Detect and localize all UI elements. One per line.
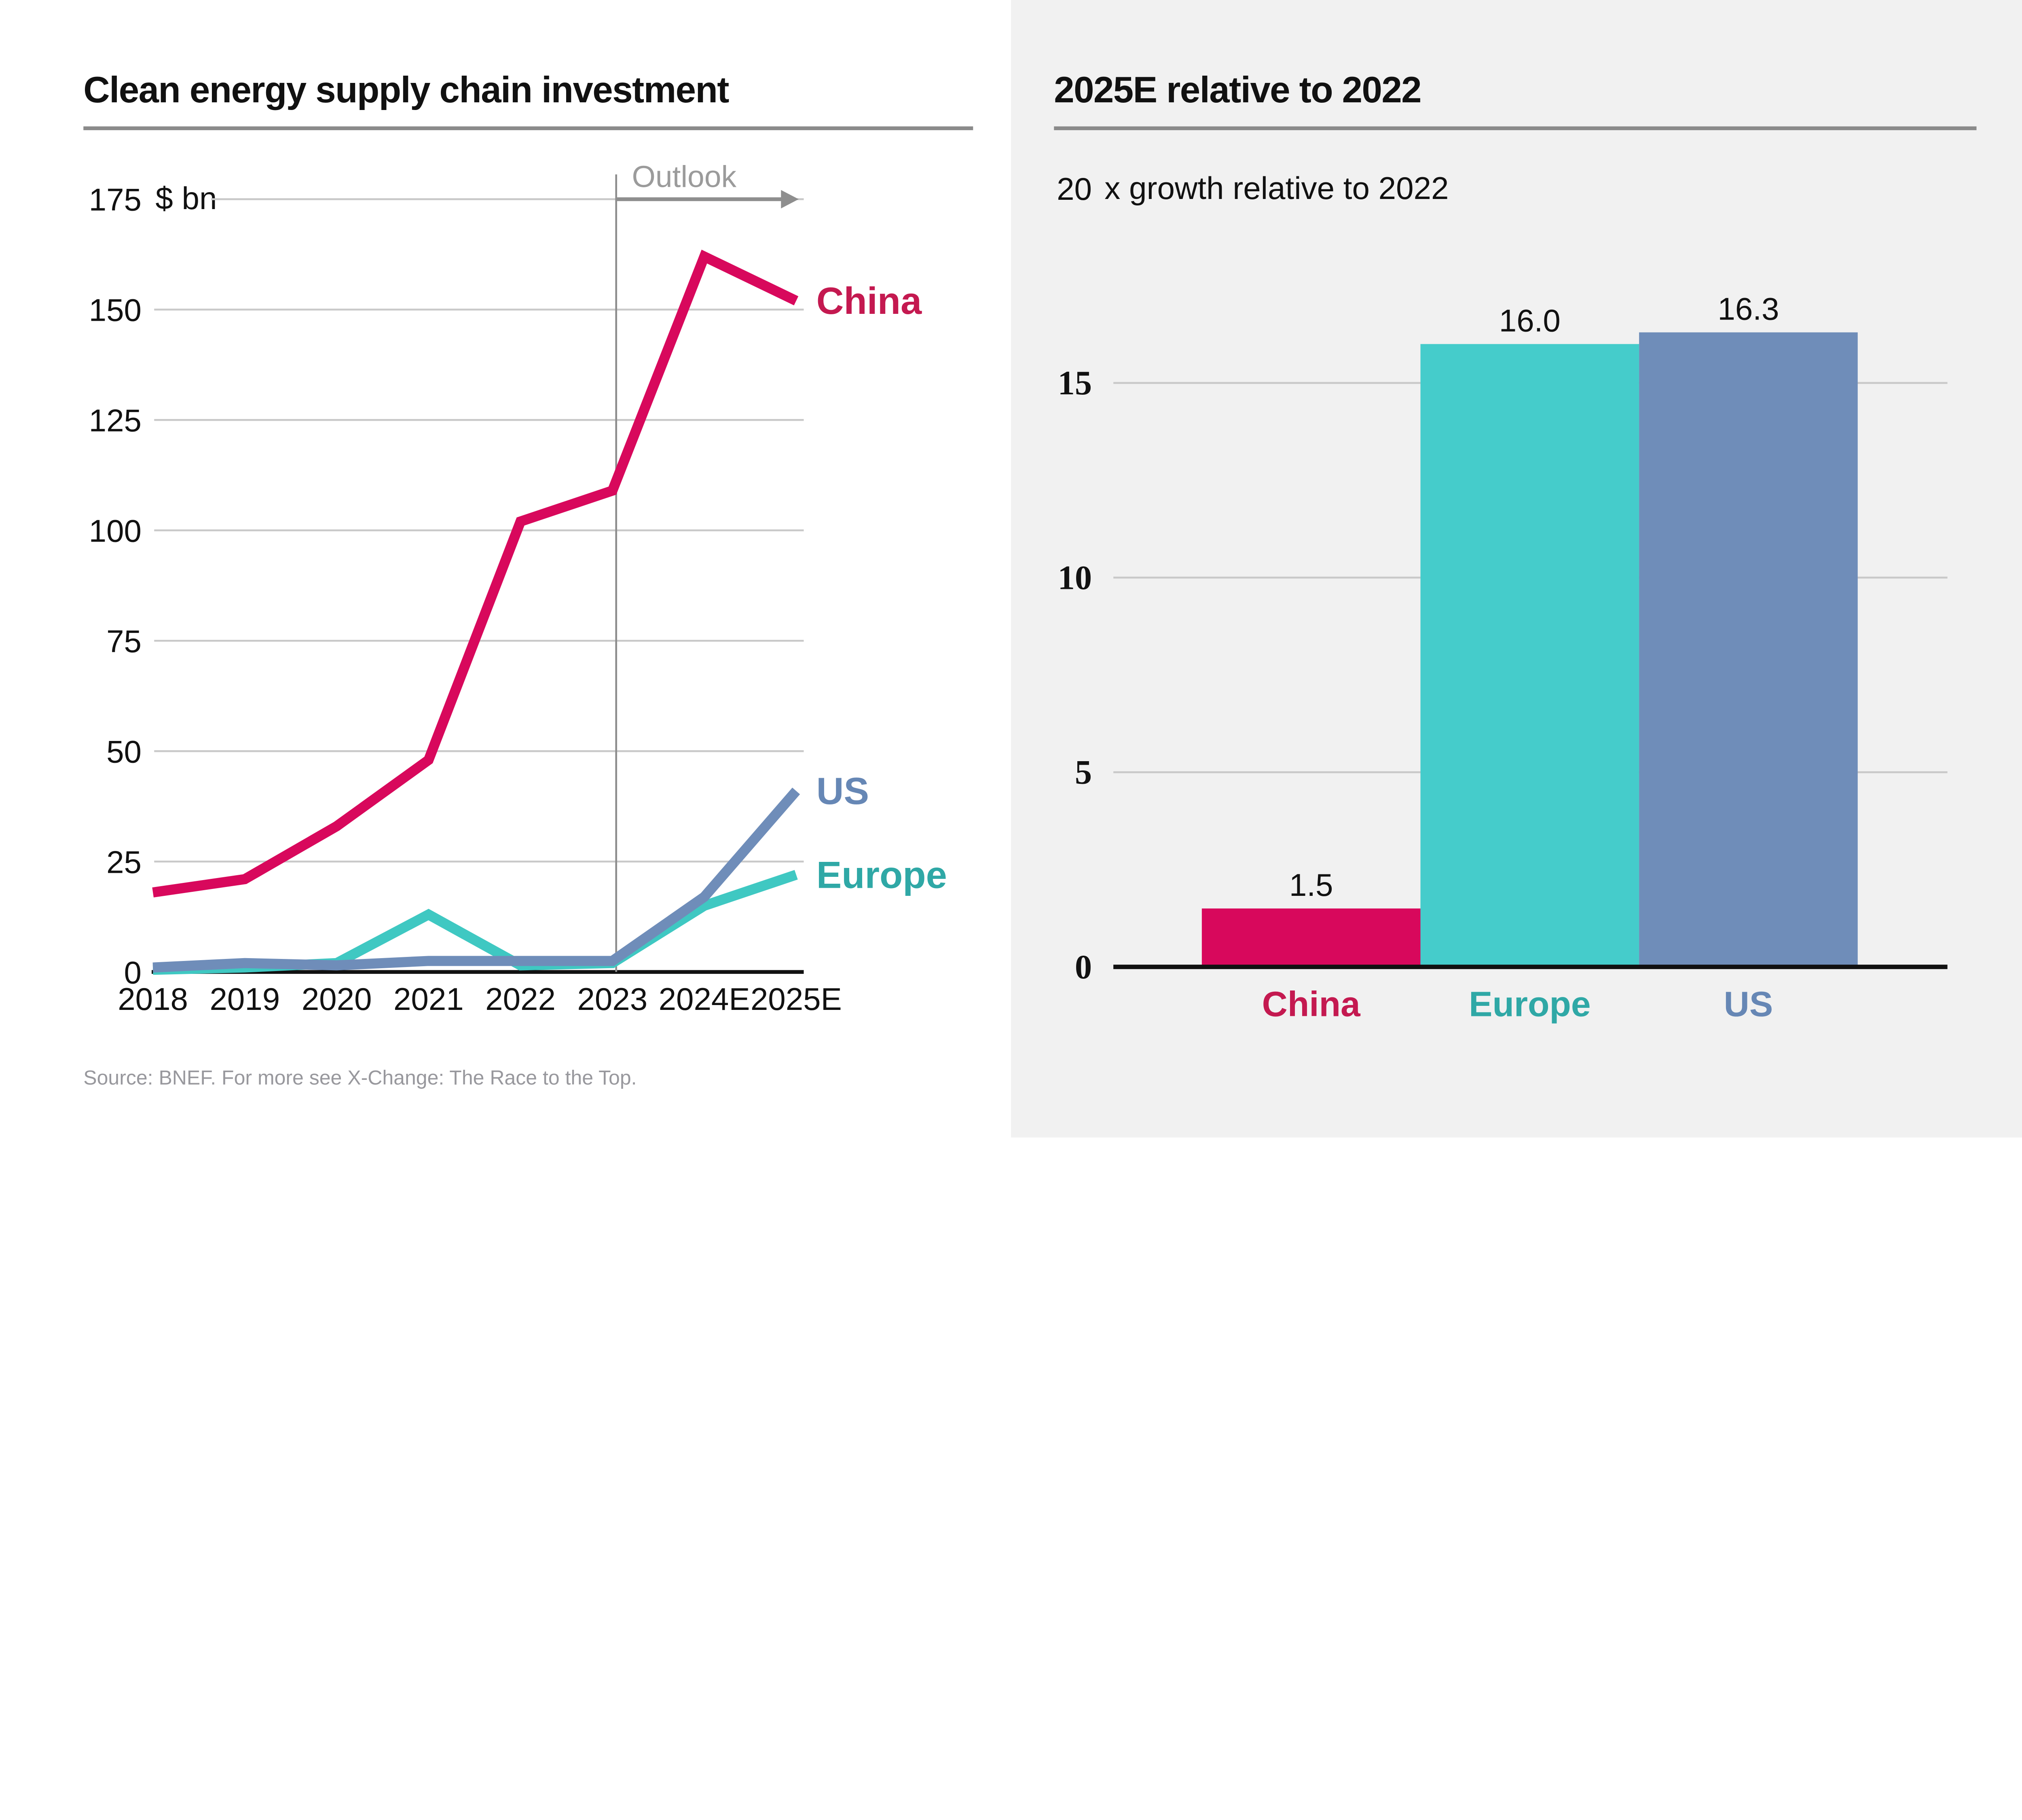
- y-tick-label: 25: [106, 844, 142, 880]
- bar-value-label: 1.5: [1289, 867, 1333, 903]
- category-label: China: [1262, 984, 1361, 1024]
- bar-us: [1639, 332, 1858, 967]
- y-tick-label: 75: [106, 623, 142, 659]
- y-tick-label: 125: [89, 403, 142, 438]
- outlook-label: Outlook: [632, 160, 736, 195]
- source-note: Source: BNEF. For more see X-Change: The…: [83, 1068, 637, 1090]
- right-title-rule: [1054, 126, 1977, 130]
- left-panel: Clean energy supply chain investment $ b…: [0, 0, 1011, 1138]
- left-title-rule: [83, 126, 973, 130]
- left-unit-label: $ bn: [155, 181, 217, 217]
- europe-line: [152, 870, 798, 975]
- x-tick-label: 2023: [577, 981, 647, 1017]
- category-label: Europe: [1469, 984, 1591, 1024]
- line-chart: 0 25 50 75 100 125 150 175 2018 2019 2020 2021 2022 2…: [89, 174, 947, 1017]
- y-tick-label: 0: [1075, 948, 1092, 986]
- bar-europe: [1420, 344, 1639, 967]
- y-tick-label: 100: [89, 513, 142, 548]
- china-line: [152, 250, 799, 897]
- x-tick-label: 2021: [393, 981, 464, 1017]
- x-tick-label: 2019: [209, 981, 280, 1017]
- bar-chart: 0 5 10 15 20 1.5 China 16.0 Europe 16.3 US: [1057, 171, 1948, 1024]
- infographic-canvas: Clean energy supply chain investment $ b…: [0, 0, 2022, 1138]
- y-tick-label: 10: [1058, 559, 1092, 597]
- bar-value-label: 16.3: [1717, 291, 1779, 327]
- x-tick-label: 2018: [118, 981, 188, 1017]
- arrow-right-icon: [781, 190, 799, 209]
- y-tick-label: 175: [89, 182, 142, 218]
- x-tick-label: 2022: [485, 981, 556, 1017]
- category-label: US: [1724, 984, 1773, 1024]
- us-line: [152, 787, 800, 973]
- left-chart-title: Clean energy supply chain investment: [83, 71, 729, 111]
- y-tick-label: 150: [89, 292, 142, 328]
- y-tick-label: 15: [1058, 364, 1092, 402]
- us-series-label: US: [816, 770, 869, 812]
- x-tick-label: 2025E: [751, 981, 842, 1017]
- europe-series-label: Europe: [816, 853, 947, 896]
- y-tick-label: 20: [1057, 171, 1092, 207]
- bar-china: [1201, 908, 1421, 967]
- y-tick-label: 50: [106, 734, 142, 769]
- china-series-label: China: [816, 279, 922, 322]
- y-tick-label: 5: [1075, 754, 1092, 791]
- right-unit-label: x growth relative to 2022: [1104, 171, 1449, 207]
- y-tick-label: 0: [124, 954, 142, 990]
- x-tick-label: 2020: [302, 981, 372, 1017]
- right-chart-title: 2025E relative to 2022: [1054, 71, 1421, 111]
- x-tick-label: 2024E: [659, 981, 750, 1017]
- right-panel: 2025E relative to 2022 x growth relative…: [1011, 0, 2022, 1138]
- bar-value-label: 16.0: [1499, 303, 1561, 338]
